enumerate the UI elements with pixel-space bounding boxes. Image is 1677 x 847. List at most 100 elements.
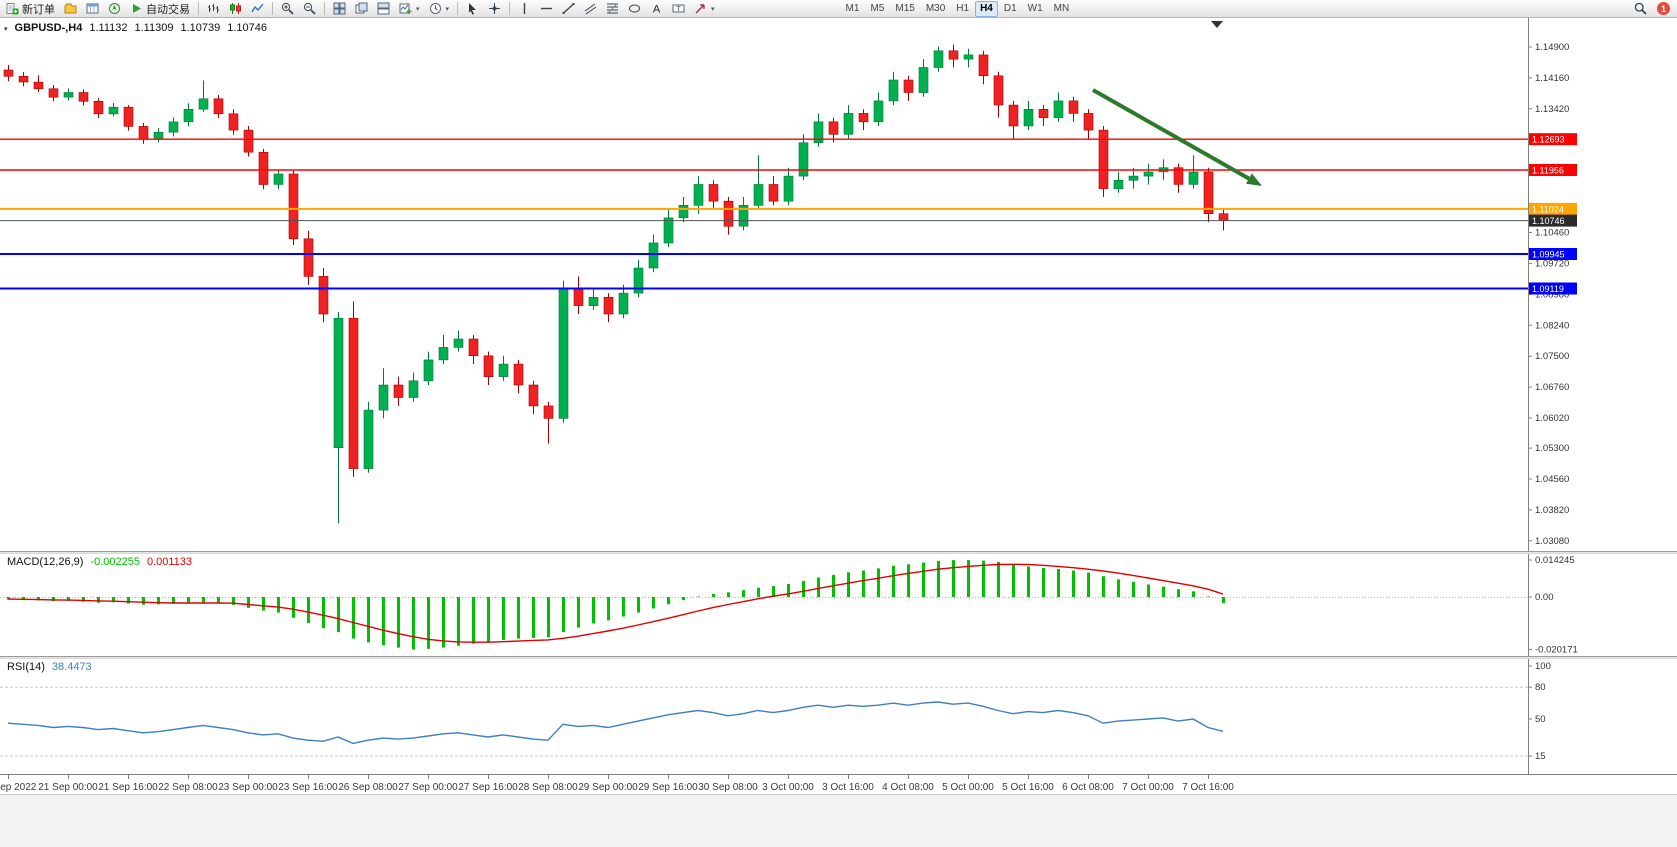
time-axis-label: 7 Oct 00:00 xyxy=(1122,782,1174,793)
panel-separator-macd[interactable] xyxy=(0,551,1677,554)
price-tag-label: 1.09119 xyxy=(1532,284,1564,294)
chart-profile-button[interactable] xyxy=(60,1,81,17)
candle xyxy=(513,359,524,394)
timeframe-w1-button[interactable]: W1 xyxy=(1027,3,1043,14)
candlestick-chart-button[interactable] xyxy=(225,1,246,17)
toolbar-separator xyxy=(457,2,459,15)
timeframe-mn-button[interactable]: MN xyxy=(1053,3,1070,14)
timeframe-m5-button[interactable]: M5 xyxy=(870,3,885,14)
candle xyxy=(273,169,284,190)
data-window-button[interactable] xyxy=(82,1,103,17)
bar-chart-button[interactable] xyxy=(203,1,224,17)
arrange-windows-button[interactable] xyxy=(373,1,394,17)
candle xyxy=(1173,163,1184,193)
candle xyxy=(33,75,44,93)
candle xyxy=(78,89,89,106)
timeframe-d1-button[interactable]: D1 xyxy=(1003,3,1017,14)
new-order-button[interactable]: 新订单 xyxy=(2,1,59,17)
new-chart-button[interactable]: ▾ xyxy=(395,1,424,17)
dropdown-caret-icon: ▾ xyxy=(711,5,715,13)
price-axis-label: 1.03820 xyxy=(1535,505,1569,516)
search-button[interactable] xyxy=(1630,1,1651,17)
vertical-line-button[interactable] xyxy=(514,1,535,17)
bars-icon xyxy=(207,2,220,15)
candle xyxy=(978,50,989,85)
navigator-button[interactable] xyxy=(104,1,125,17)
time-axis-label: 3 Oct 00:00 xyxy=(762,782,814,793)
timeframe-h1-button[interactable]: H1 xyxy=(956,3,970,14)
time-axis-label: 21 Sep 00:00 xyxy=(38,782,98,793)
macd-main-value: -0.002255 xyxy=(90,556,140,568)
trend-arrow-head[interactable] xyxy=(1246,173,1262,186)
price-axis-label: 1.08980 xyxy=(1535,289,1569,300)
trend-arrow-line[interactable] xyxy=(1092,88,1250,181)
candle xyxy=(873,92,884,126)
new-chart-icon xyxy=(399,2,412,15)
time-axis[interactable] xyxy=(0,775,1528,794)
chart-shift-marker[interactable] xyxy=(1211,21,1223,28)
candle xyxy=(753,155,764,210)
candle xyxy=(1128,167,1139,189)
candles-series xyxy=(3,44,1229,524)
dropdown-caret-icon: ▾ xyxy=(445,5,450,13)
candle xyxy=(588,288,599,310)
fibonacci-button[interactable] xyxy=(602,1,623,17)
panel-separator-rsi[interactable] xyxy=(0,656,1677,659)
ohlc-high-value: 1.11309 xyxy=(134,22,174,34)
line-chart-button[interactable] xyxy=(247,1,268,17)
candle xyxy=(393,376,404,406)
candle xyxy=(528,380,539,415)
price-tag xyxy=(1529,214,1577,227)
zoom-in-icon xyxy=(281,2,294,15)
candle xyxy=(108,103,119,117)
text-button[interactable]: A xyxy=(646,1,667,17)
equidistant-channel-button[interactable] xyxy=(580,1,601,17)
candle xyxy=(363,401,374,473)
channel-icon xyxy=(584,2,597,15)
price-tag-label: 1.11956 xyxy=(1532,166,1564,176)
price-axis-label: 1.05300 xyxy=(1535,443,1569,454)
timeframe-m30-button[interactable]: M30 xyxy=(925,3,946,14)
trendline-icon xyxy=(562,2,575,15)
toolbar-separator xyxy=(198,2,199,15)
arrows-button[interactable]: ▾ xyxy=(690,1,719,17)
zoom-in-button[interactable] xyxy=(277,1,298,17)
tile-windows-button[interactable] xyxy=(329,1,350,17)
candle xyxy=(1053,92,1064,122)
price-axis-label: 1.07500 xyxy=(1535,351,1569,362)
candle xyxy=(1098,126,1109,197)
timeframe-m1-button[interactable]: M1 xyxy=(845,3,860,14)
candle xyxy=(918,59,929,97)
time-axis-label: 5 Oct 00:00 xyxy=(942,782,994,793)
cursor-button[interactable] xyxy=(462,1,483,17)
zoom-out-button[interactable] xyxy=(299,1,320,17)
dropdown-caret-icon: ▾ xyxy=(416,5,420,13)
notifications-badge[interactable]: 1 xyxy=(1657,2,1670,15)
candle xyxy=(603,293,614,323)
tile-icon xyxy=(333,2,346,15)
trendline-button[interactable] xyxy=(558,1,579,17)
candle xyxy=(138,123,149,144)
candle xyxy=(1188,155,1199,189)
chart-collapse-icon[interactable]: ▾ xyxy=(4,26,8,33)
ohlc-close-value: 1.10746 xyxy=(227,22,267,34)
auto-trading-button[interactable]: 自动交易 xyxy=(126,1,194,17)
candle xyxy=(1068,96,1079,122)
crosshair-button[interactable] xyxy=(484,1,505,17)
price-axis-label: 1.08240 xyxy=(1535,320,1569,331)
autotrade-icon xyxy=(130,2,143,15)
new-order-icon xyxy=(6,2,19,15)
cascade-windows-button[interactable] xyxy=(351,1,372,17)
price-axis[interactable] xyxy=(1529,18,1677,774)
crosshair-icon xyxy=(488,2,501,15)
candle xyxy=(573,276,584,314)
candle xyxy=(303,230,314,285)
text-label-button[interactable]: T xyxy=(668,1,689,17)
timeframe-h4-button[interactable]: H4 xyxy=(975,0,998,17)
chart-templates-button[interactable]: ▾ xyxy=(425,1,454,17)
price-tag-label: 1.10746 xyxy=(1532,216,1565,226)
shapes-button[interactable] xyxy=(624,1,645,17)
time-axis-label: 3 Oct 16:00 xyxy=(822,782,874,793)
horizontal-line-button[interactable] xyxy=(536,1,557,17)
timeframe-m15-button[interactable]: M15 xyxy=(895,3,915,14)
